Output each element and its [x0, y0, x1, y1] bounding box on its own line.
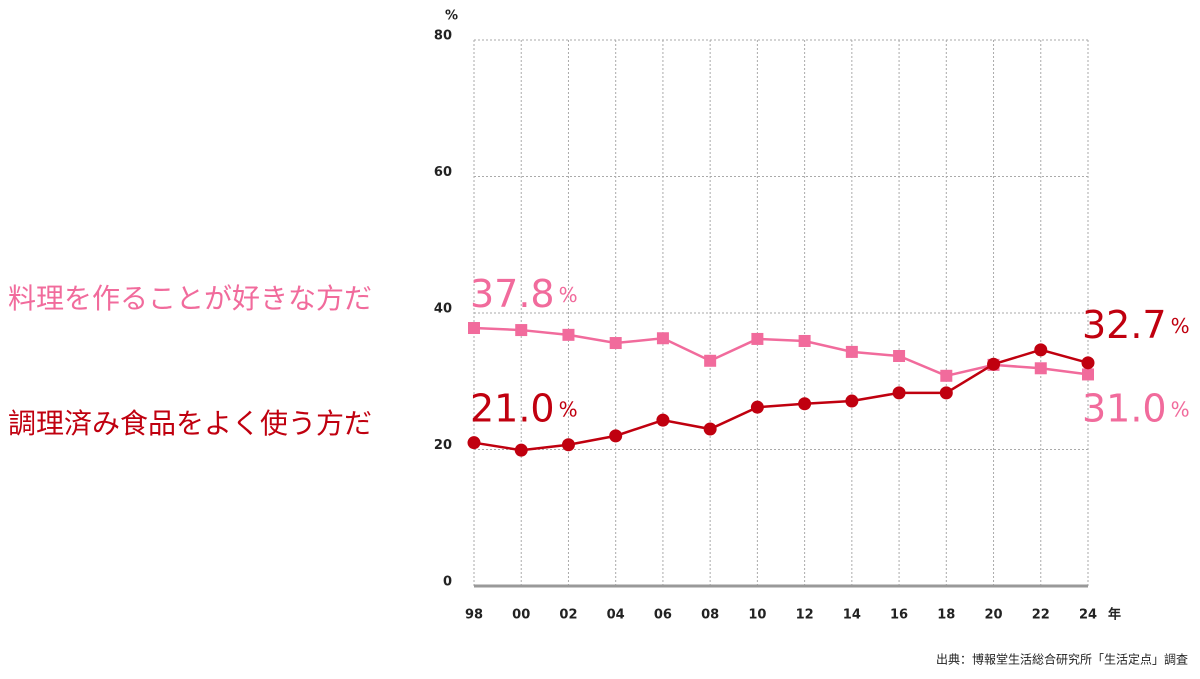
value-label-number: 21.0 [470, 386, 555, 430]
legend-label: 調理済み食品をよく使う方だ [8, 407, 372, 440]
marker [609, 337, 622, 350]
x-tick-label: 08 [701, 608, 719, 623]
value-label-unit: % [559, 397, 578, 421]
marker [845, 394, 859, 408]
marker [703, 422, 717, 436]
value-label-unit: % [559, 283, 578, 307]
marker [609, 429, 623, 443]
x-tick-label: 20 [984, 608, 1002, 623]
value-label: 31.0% [1082, 386, 1190, 430]
value-label-number: 32.7 [1082, 302, 1167, 346]
y-tick-label: 20 [434, 438, 452, 453]
marker [845, 345, 858, 358]
marker [939, 386, 953, 400]
marker [704, 354, 717, 367]
marker [515, 324, 528, 337]
y-tick-label: 80 [434, 29, 452, 44]
marker [514, 443, 528, 457]
value-label-number: 37.8 [470, 272, 555, 316]
x-tick-label: 16 [890, 608, 908, 623]
marker [798, 397, 812, 411]
marker [751, 332, 764, 345]
x-tick-label: 98 [465, 608, 483, 623]
x-tick-label: 06 [654, 608, 672, 623]
value-label: 37.8% [470, 272, 578, 316]
value-label-unit: % [1171, 313, 1190, 337]
value-label: 32.7% [1082, 302, 1190, 346]
x-tick-label: 10 [748, 608, 766, 623]
value-label-unit: % [1171, 397, 1190, 421]
x-tick-label: 00 [512, 608, 530, 623]
x-unit: 年 [1108, 607, 1121, 623]
series-line [473, 326, 1089, 378]
marker [987, 357, 1001, 371]
marker [798, 334, 811, 347]
y-tick-label: 0 [443, 575, 452, 590]
marker [1082, 368, 1094, 381]
y-tick-label: 40 [434, 302, 452, 317]
marker [893, 349, 906, 362]
x-tick-label: 14 [843, 608, 861, 623]
marker [467, 436, 481, 450]
marker [1081, 356, 1095, 370]
x-tick-label: 12 [796, 608, 814, 623]
x-tick-label: 22 [1032, 608, 1050, 623]
marker [750, 400, 764, 414]
x-tick-label: 24 [1079, 608, 1097, 623]
marker [468, 322, 480, 335]
marker [656, 413, 670, 427]
source: 出典：博報堂生活総合研究所「生活定点」調査 [936, 652, 1188, 667]
legend-label: 料理を作ることが好きな方だ [8, 282, 372, 315]
y-tick-label: 60 [434, 165, 452, 180]
marker [940, 369, 953, 382]
marker [1034, 362, 1047, 375]
value-label: 21.0% [470, 386, 578, 430]
x-tick-label: 18 [937, 608, 955, 623]
marker [656, 332, 669, 345]
marker [892, 386, 906, 400]
marker [562, 328, 575, 341]
x-tick-label: 02 [559, 608, 577, 623]
y-unit: % [445, 9, 458, 24]
marker [1034, 343, 1048, 357]
value-label-number: 31.0 [1082, 386, 1167, 430]
series-line [473, 348, 1089, 452]
x-tick-label: 04 [607, 608, 625, 623]
marker [561, 438, 575, 452]
